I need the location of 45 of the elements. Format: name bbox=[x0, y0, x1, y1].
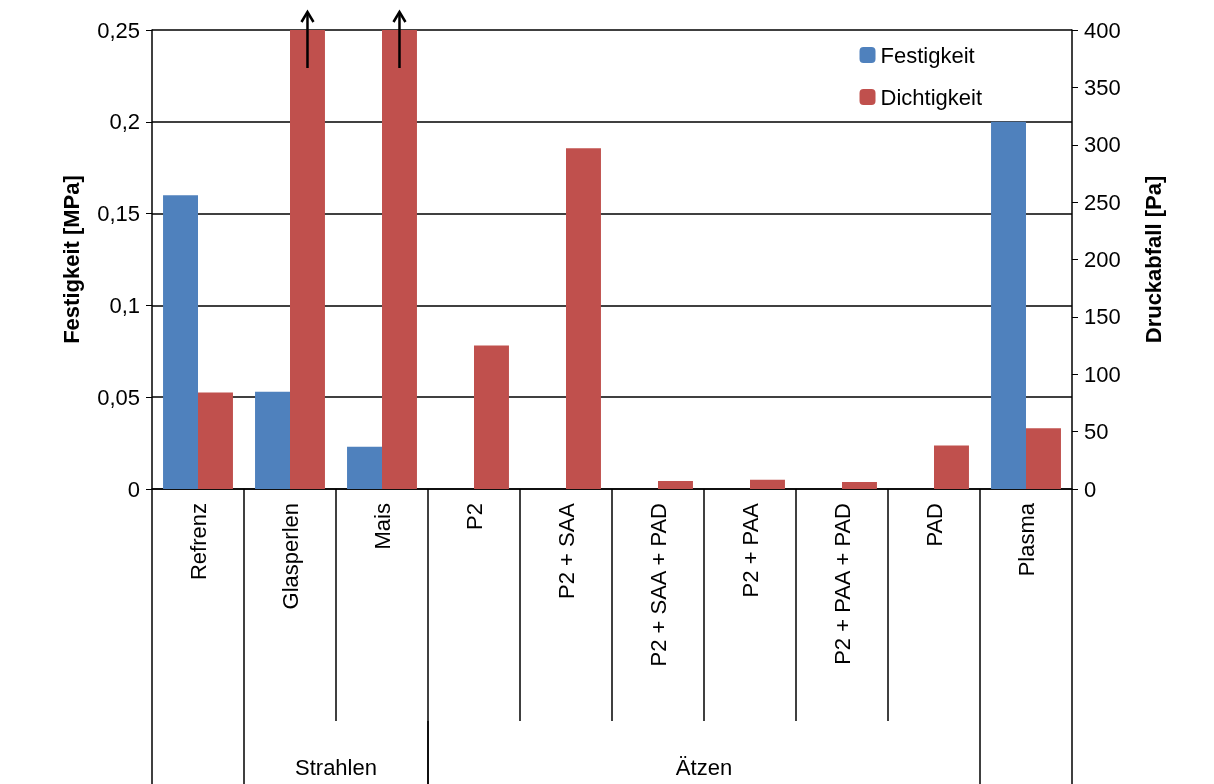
y-axis-title: Festigkeit [MPa] bbox=[58, 175, 84, 344]
y2-tick-label: 350 bbox=[1084, 74, 1121, 100]
x-tick-label: P2 + PAA bbox=[737, 502, 763, 598]
bar bbox=[750, 479, 785, 489]
y-tick-label: 0,25 bbox=[97, 17, 140, 43]
y-tick-label: 0 bbox=[127, 476, 140, 502]
bar bbox=[1026, 428, 1061, 489]
x-tick-label: Mais bbox=[369, 503, 395, 550]
x-tick-label: Refrenz bbox=[185, 503, 211, 581]
bar bbox=[382, 30, 417, 489]
x-tick-label: P2 + SAA bbox=[553, 502, 579, 600]
y2-tick-label: 250 bbox=[1084, 189, 1121, 215]
y2-tick-label: 300 bbox=[1084, 132, 1121, 158]
bar bbox=[658, 480, 693, 489]
y-tick-label: 0,1 bbox=[109, 292, 140, 318]
bar bbox=[934, 445, 969, 489]
text: Strahlen bbox=[295, 755, 377, 780]
bar bbox=[198, 392, 233, 489]
x-tick-label: Plasma bbox=[1013, 502, 1039, 577]
y-tick-label: 0,15 bbox=[97, 201, 140, 227]
bar bbox=[347, 446, 382, 489]
y2-tick-label: 100 bbox=[1084, 361, 1121, 387]
bar bbox=[474, 345, 509, 489]
bar bbox=[566, 148, 601, 489]
y-tick-label: 0,2 bbox=[109, 109, 140, 135]
x-tick-label: P2 + SAA + PAD bbox=[645, 503, 671, 667]
y2-tick-label: 0 bbox=[1084, 476, 1097, 502]
bar bbox=[255, 391, 290, 489]
bar bbox=[991, 121, 1026, 489]
x-tick-label: P2 bbox=[461, 503, 487, 530]
y-tick-label: 0,05 bbox=[97, 384, 140, 410]
legend-label: Dichtigkeit bbox=[880, 84, 982, 110]
y2-tick-label: 50 bbox=[1084, 419, 1109, 445]
y2-tick-label: 150 bbox=[1084, 304, 1121, 330]
legend-label: Festigkeit bbox=[880, 42, 975, 68]
y2-tick-label: 200 bbox=[1084, 247, 1121, 272]
bar bbox=[290, 30, 325, 489]
y2-tick-label: 400 bbox=[1084, 17, 1121, 43]
bar bbox=[842, 482, 877, 489]
y2-axis-title: Druckabfall [Pa] bbox=[1140, 175, 1166, 344]
x-tick-label: Glasperlen bbox=[277, 503, 303, 610]
x-tick-label: PAD bbox=[921, 503, 947, 547]
text: Ätzen bbox=[675, 755, 733, 780]
x-tick-label: P2 + PAA + PAD bbox=[829, 503, 855, 665]
bar bbox=[163, 195, 198, 489]
